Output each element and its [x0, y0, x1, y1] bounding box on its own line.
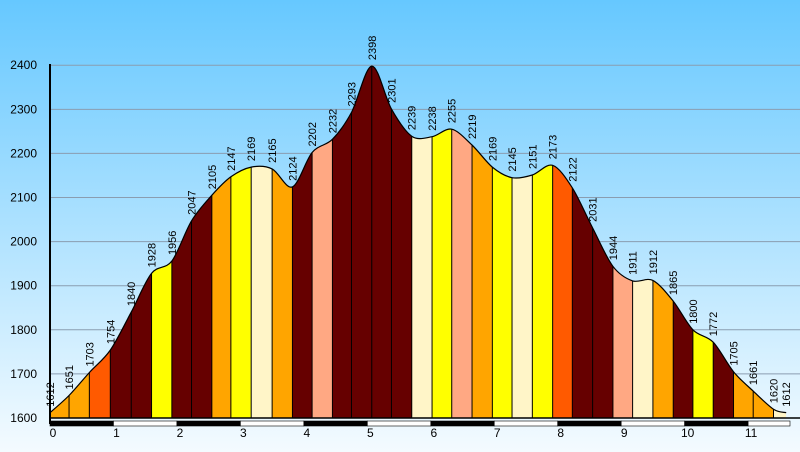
data-label-35: 1661 [748, 361, 760, 385]
data-label-10: 2169 [246, 137, 258, 161]
y-tick-1800: 1800 [10, 323, 37, 337]
data-label-11: 2165 [267, 138, 279, 162]
km-bar-3 [240, 420, 305, 427]
data-label-1: 1651 [64, 365, 76, 389]
y-tick-2400: 2400 [10, 58, 37, 72]
data-label-25: 2173 [548, 135, 560, 159]
data-label-27: 2031 [588, 197, 600, 221]
data-label-20: 2255 [447, 99, 459, 123]
data-labels: 1612 1651 1703 1754 1840 1928 1956 2047 2105 2147… [45, 36, 793, 407]
data-label-21: 2219 [467, 114, 479, 138]
data-label-33: 1772 [708, 312, 720, 336]
y-tick-1600: 1600 [10, 411, 37, 425]
km-bar-2 [176, 420, 241, 427]
data-label-37: 1612 [781, 382, 793, 406]
data-label-31: 1865 [668, 271, 680, 295]
km-bar-8 [557, 420, 622, 427]
axes [49, 64, 800, 427]
km-bar-1 [113, 420, 178, 427]
data-label-4: 1840 [126, 282, 138, 306]
segment-13 [312, 66, 333, 418]
x-tick-8: 8 [557, 426, 564, 440]
y-tick-2100: 2100 [10, 191, 37, 205]
data-label-36: 1620 [768, 379, 780, 403]
data-label-26: 2122 [567, 157, 579, 181]
data-label-2: 1703 [84, 342, 96, 366]
segment-17 [391, 66, 412, 418]
segment-16 [371, 66, 392, 418]
data-label-0: 1612 [45, 382, 57, 406]
x-tick-10: 10 [681, 426, 695, 440]
km-bar-6 [430, 420, 495, 427]
x-tick-0: 0 [50, 426, 57, 440]
x-tick-labels: 0 1 2 3 4 5 6 7 8 9 10 11 [50, 426, 758, 440]
x-tick-9: 9 [621, 426, 628, 440]
data-label-32: 1800 [688, 299, 700, 323]
km-bar-0 [49, 420, 114, 427]
data-label-28: 1944 [608, 236, 620, 260]
km-bar-5 [367, 420, 432, 427]
segment-20 [451, 66, 473, 418]
data-label-8: 2105 [207, 165, 219, 189]
x-tick-7: 7 [494, 426, 501, 440]
data-label-5: 1928 [146, 243, 158, 267]
data-label-23: 2145 [507, 147, 519, 171]
data-label-22: 2169 [487, 137, 499, 161]
segment-18 [411, 66, 433, 418]
data-label-9: 2147 [226, 146, 238, 170]
x-tick-11: 11 [745, 426, 758, 440]
y-tick-1700: 1700 [10, 367, 37, 381]
data-label-7: 2047 [186, 190, 198, 214]
x-tick-4: 4 [304, 426, 311, 440]
profile-outline [49, 65, 787, 414]
x-tick-5: 5 [367, 426, 374, 440]
data-label-17: 2301 [386, 78, 398, 102]
segment-14 [332, 66, 352, 418]
y-tick-labels: 1600 1700 1800 1900 2000 2100 2200 2300 2400 [10, 58, 37, 425]
data-label-19: 2238 [427, 106, 439, 130]
x-tick-2: 2 [177, 426, 184, 440]
km-bar-11 [747, 420, 791, 427]
y-tick-1900: 1900 [10, 279, 37, 293]
segment-15 [351, 66, 372, 418]
y-tick-2200: 2200 [10, 146, 37, 160]
data-label-13: 2202 [307, 122, 319, 146]
x-tick-3: 3 [240, 426, 247, 440]
data-label-29: 1911 [628, 251, 640, 275]
data-label-14: 2232 [327, 109, 339, 133]
y-tick-2000: 2000 [10, 235, 37, 249]
x-tick-1: 1 [113, 426, 120, 440]
data-label-12: 2124 [287, 156, 299, 180]
data-label-24: 2151 [527, 144, 539, 168]
km-bar-4 [303, 420, 368, 427]
data-label-30: 1912 [648, 250, 660, 274]
data-label-15: 2293 [347, 82, 359, 106]
data-label-16: 2398 [367, 36, 379, 60]
km-bar-7 [493, 420, 559, 427]
data-label-6: 1956 [167, 231, 179, 255]
data-label-18: 2239 [407, 106, 419, 130]
data-label-3: 1754 [105, 320, 117, 344]
km-bar-9 [620, 420, 685, 427]
segment-19 [432, 66, 452, 418]
y-tick-2300: 2300 [10, 102, 37, 116]
data-label-34: 1705 [728, 341, 740, 365]
x-tick-6: 6 [430, 426, 437, 440]
